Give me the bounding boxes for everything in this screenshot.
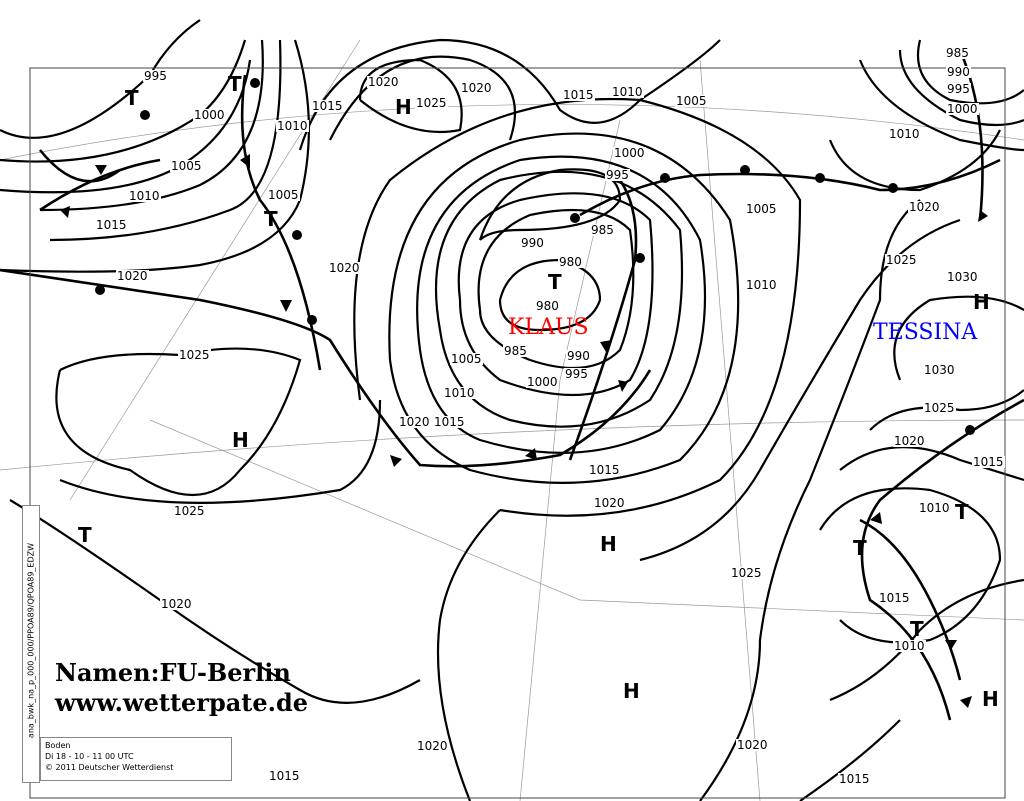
isobar-label: 1005 [267, 188, 300, 202]
credit-names: Namen:FU-Berlin [55, 658, 291, 687]
isobar-label: 1025 [923, 401, 956, 415]
low-pressure-marker: T [228, 72, 242, 96]
isobar-label: 1025 [178, 348, 211, 362]
low-name-tessina: TESSINA [873, 320, 978, 345]
isobar-label: 1005 [675, 94, 708, 108]
isobar-label: 1020 [416, 739, 449, 753]
high-pressure-marker: H [623, 679, 640, 703]
low-pressure-marker: T [125, 86, 139, 110]
isobar-label: 1020 [893, 434, 926, 448]
isobar-label: 1000 [193, 108, 226, 122]
isobar-label: 1015 [562, 88, 595, 102]
isobar-label: 980 [558, 255, 583, 269]
isobar-label: 1000 [946, 102, 979, 116]
grid-lines [0, 39, 1024, 801]
product-code: ana_bwk_na_p_000_000/PPOA89/QPOA89_EDZW [26, 542, 36, 739]
isobar-label: 1030 [946, 270, 979, 284]
isobar-label: 1025 [730, 566, 763, 580]
isobar-label: 995 [946, 82, 971, 96]
isobar-label: 1000 [526, 375, 559, 389]
isobar-label: 990 [946, 65, 971, 79]
isobar-label: 990 [520, 236, 545, 250]
isobar-label: 1020 [908, 200, 941, 214]
info-copyright: © 2011 Deutscher Wetterdienst [45, 763, 174, 772]
isobar-label: 980 [535, 299, 560, 313]
high-pressure-marker: H [982, 687, 999, 711]
isobar-label: 1015 [972, 455, 1005, 469]
isobar-label: 1010 [276, 119, 309, 133]
product-code-box: ana_bwk_na_p_000_000/PPOA89/QPOA89_EDZW [22, 505, 40, 783]
info-title: Boden [45, 741, 71, 750]
isobar-label: 1020 [398, 415, 431, 429]
low-pressure-marker: T [548, 270, 562, 294]
isobar-label: 1020 [460, 81, 493, 95]
front-symbols [60, 78, 988, 708]
isobar-label: 1000 [613, 146, 646, 160]
map-frame [29, 67, 1006, 799]
isobar-label: 990 [566, 349, 591, 363]
isobar-label: 1010 [888, 127, 921, 141]
isobar-label: 1020 [367, 75, 400, 89]
low-pressure-marker: T [78, 523, 92, 547]
isobar-label: 1010 [893, 639, 926, 653]
low-pressure-marker: T [910, 617, 924, 641]
credit-website[interactable]: www.wetterpate.de [55, 688, 309, 717]
isobar-label: 1020 [736, 738, 769, 752]
isobar-label: 985 [590, 223, 615, 237]
isobar-label: 1010 [745, 278, 778, 292]
isobar-label: 1020 [160, 597, 193, 611]
isobar-label: 995 [564, 367, 589, 381]
low-pressure-marker: T [955, 500, 969, 524]
isobar-label: 1005 [450, 352, 483, 366]
isobar-label: 1010 [918, 501, 951, 515]
isobar-label: 995 [143, 69, 168, 83]
isobar-label: 1015 [878, 591, 911, 605]
isobar-label: 995 [605, 168, 630, 182]
isobar-label: 1020 [328, 261, 361, 275]
isobar-label: 985 [945, 46, 970, 60]
isobar-label: 1010 [128, 189, 161, 203]
low-name-klaus: KLAUS [508, 315, 589, 340]
isobar-label: 985 [503, 344, 528, 358]
isobar-label: 1010 [443, 386, 476, 400]
low-pressure-marker: T [264, 207, 278, 231]
low-pressure-marker: T [853, 536, 867, 560]
isobar-label: 1020 [116, 269, 149, 283]
isobar-label: 1015 [588, 463, 621, 477]
isobar-label: 1015 [268, 769, 301, 783]
isobar-label: 1015 [838, 772, 871, 786]
high-pressure-marker: H [232, 428, 249, 452]
high-pressure-marker: H [600, 532, 617, 556]
isobar-label: 1030 [923, 363, 956, 377]
isobar-label: 1025 [415, 96, 448, 110]
isobar-label: 1010 [611, 85, 644, 99]
isobar-label: 1005 [170, 159, 203, 173]
isobar-label: 1015 [95, 218, 128, 232]
high-pressure-marker: H [395, 95, 412, 119]
high-pressure-marker: H [973, 290, 990, 314]
isobar-label: 1025 [173, 504, 206, 518]
info-box: Boden Di 18 - 10 - 11 00 UTC © 2011 Deut… [40, 737, 232, 781]
isobar-label: 1020 [593, 496, 626, 510]
info-date: Di 18 - 10 - 11 00 UTC [45, 752, 134, 761]
isobar-label: 1015 [433, 415, 466, 429]
isobar-label: 1025 [885, 253, 918, 267]
isobar-label: 1015 [311, 99, 344, 113]
isobar-label: 1005 [745, 202, 778, 216]
